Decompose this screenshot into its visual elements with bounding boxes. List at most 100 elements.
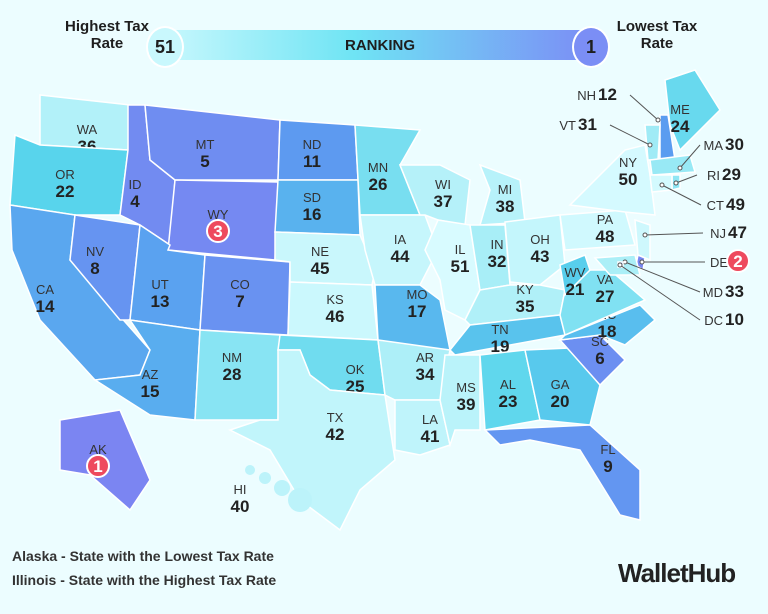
state-rank: 12 — [598, 85, 617, 104]
state-shape[interactable] — [559, 209, 636, 251]
state-shape[interactable] — [664, 69, 721, 152]
state-shape[interactable] — [245, 465, 255, 475]
state-wy[interactable]: WY3 — [167, 179, 279, 261]
ranking-title: RANKING — [345, 37, 415, 54]
state-abbr: DC — [704, 313, 723, 328]
state-rank: 8 — [90, 259, 99, 278]
state-rank: 30 — [725, 135, 744, 154]
state-rank: 35 — [516, 297, 535, 316]
state-mt[interactable]: MT5 — [144, 104, 281, 181]
state-shape[interactable] — [478, 163, 526, 226]
state-shape[interactable] — [199, 254, 291, 336]
state-abbr: NE — [311, 244, 329, 259]
state-abbr: TN — [491, 322, 508, 337]
state-abbr: NH — [577, 88, 596, 103]
ranking-gradient-bar — [160, 30, 590, 60]
state-abbr: VA — [597, 272, 614, 287]
state-rank: 24 — [671, 117, 690, 136]
state-ct[interactable]: CT 49 — [649, 174, 745, 214]
state-abbr: IN — [491, 237, 504, 252]
callout-dot — [677, 165, 683, 171]
state-shape[interactable] — [274, 480, 290, 496]
state-shape[interactable] — [524, 347, 601, 426]
state-abbr: RI — [707, 168, 720, 183]
state-abbr: KY — [516, 282, 534, 297]
state-abbr: HI — [234, 482, 247, 497]
state-abbr: OK — [346, 362, 365, 377]
state-shape[interactable] — [288, 488, 312, 512]
state-co[interactable]: CO7 — [199, 254, 291, 336]
state-abbr: NY — [619, 155, 637, 170]
state-abbr: CA — [36, 282, 54, 297]
state-rank: 51 — [451, 257, 470, 276]
state-rank: 41 — [421, 427, 440, 446]
state-ak[interactable]: AK1 — [59, 409, 151, 512]
state-abbr: KS — [326, 292, 344, 307]
state-sc[interactable]: SC6 — [558, 334, 627, 387]
state-fl[interactable]: FL9 — [483, 424, 641, 521]
state-abbr: OR — [55, 167, 75, 182]
state-abbr: VT — [559, 118, 576, 133]
state-md[interactable]: MD 33 — [593, 254, 744, 301]
state-nv[interactable]: NV8 — [69, 214, 141, 321]
state-rank: 27 — [596, 287, 615, 306]
state-abbr: OH — [530, 232, 550, 247]
state-shape[interactable] — [259, 472, 271, 484]
state-shape[interactable] — [557, 304, 657, 346]
state-shape[interactable] — [644, 124, 661, 161]
state-de[interactable]: DE 2 — [635, 249, 750, 273]
state-nj[interactable]: NJ 47 — [634, 218, 747, 262]
callout-line — [609, 124, 651, 146]
state-shape[interactable] — [568, 144, 656, 216]
state-shape[interactable] — [144, 104, 281, 181]
state-shape[interactable] — [228, 349, 396, 532]
state-shape[interactable] — [394, 399, 451, 456]
state-ma[interactable]: MA 30 — [649, 135, 744, 176]
state-abbr: FL — [600, 442, 615, 457]
callout-dot — [655, 117, 661, 123]
state-rank: 37 — [434, 192, 453, 211]
lowest-rank-circle: 1 — [572, 26, 610, 68]
state-abbr: NV — [86, 244, 104, 259]
state-abbr: CT — [707, 198, 724, 213]
state-rank: 43 — [531, 247, 550, 266]
state-abbr: MS — [456, 380, 476, 395]
state-shape[interactable] — [634, 218, 651, 262]
state-shape[interactable] — [483, 424, 641, 521]
state-abbr: GA — [551, 377, 570, 392]
state-shape[interactable] — [377, 339, 451, 401]
highest-label: Highest Tax Rate — [65, 18, 149, 52]
state-vt[interactable]: VT 31 — [559, 115, 661, 161]
state-rank: 1 — [93, 457, 102, 476]
state-shape[interactable] — [559, 254, 591, 297]
state-dc[interactable]: DC 10 — [617, 261, 744, 329]
state-shape[interactable] — [649, 154, 696, 176]
state-shape[interactable] — [504, 214, 566, 286]
state-shape[interactable] — [69, 214, 141, 321]
